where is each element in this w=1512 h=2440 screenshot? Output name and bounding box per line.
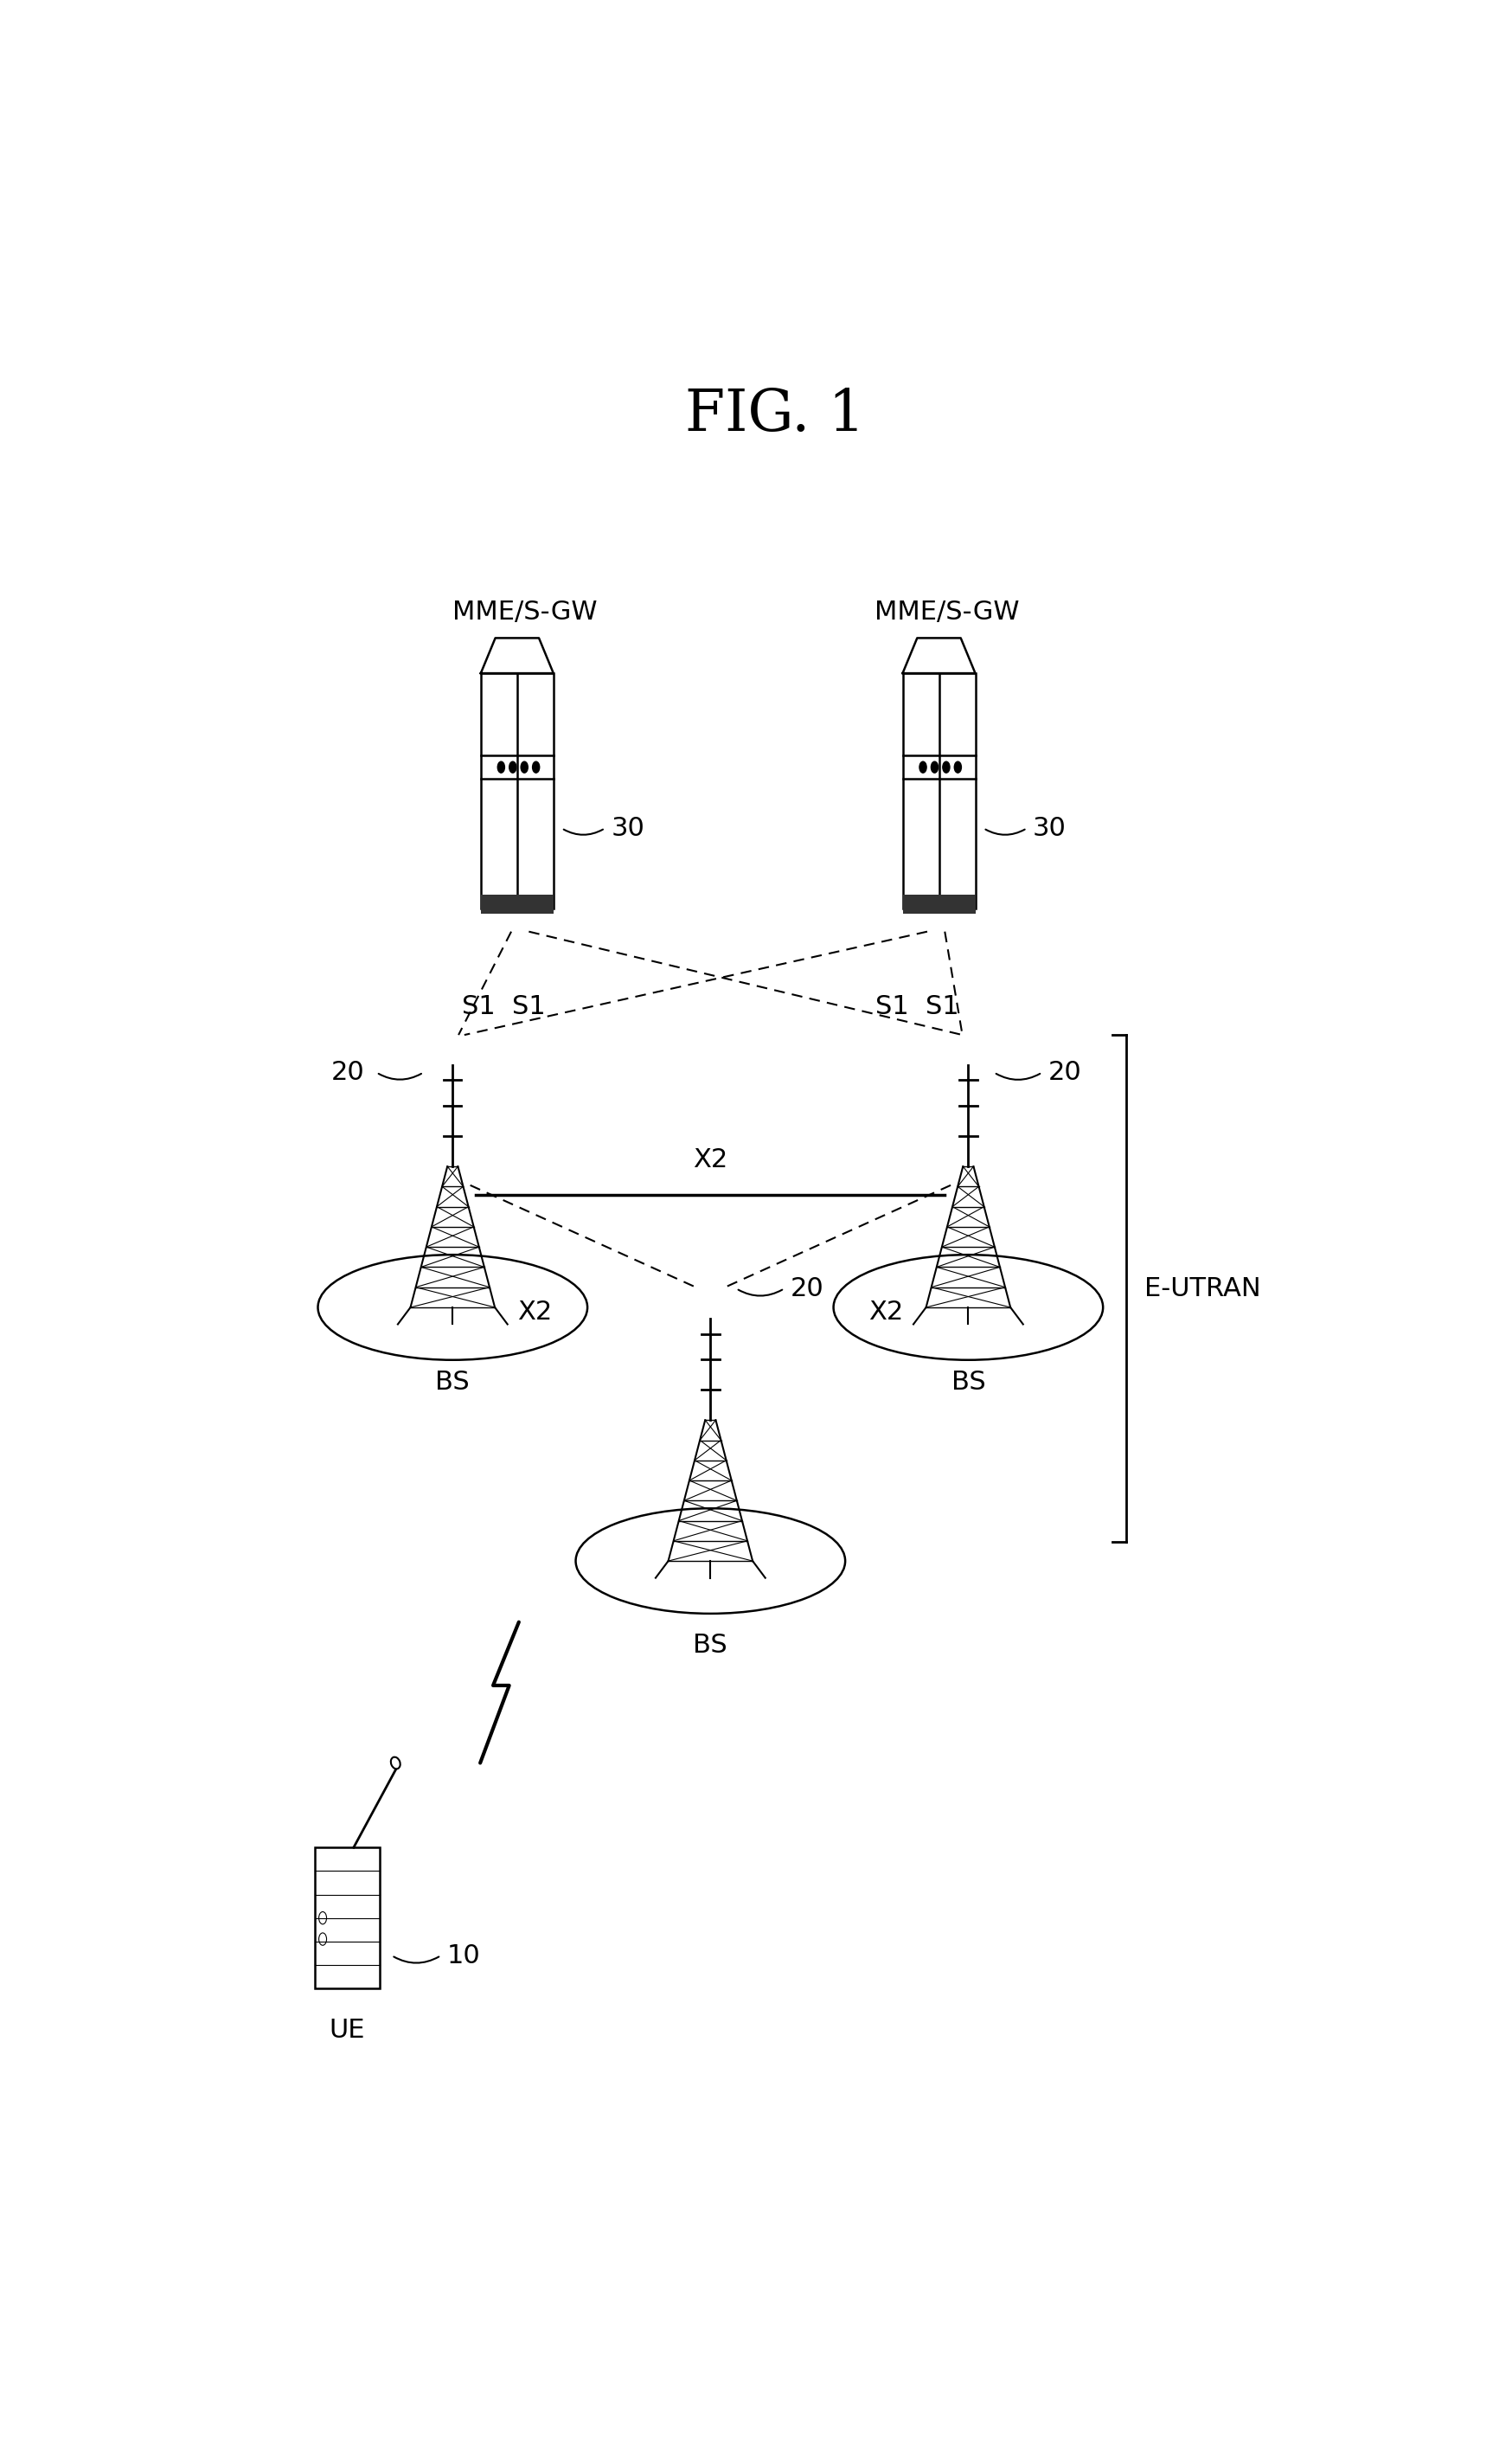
Polygon shape	[481, 637, 553, 673]
Text: S1: S1	[461, 993, 496, 1020]
Ellipse shape	[390, 1757, 401, 1769]
Circle shape	[942, 761, 950, 773]
Circle shape	[954, 761, 962, 773]
Text: E-UTRAN: E-UTRAN	[1145, 1276, 1261, 1301]
Text: X2: X2	[517, 1301, 552, 1325]
Text: X2: X2	[869, 1301, 904, 1325]
Bar	[314, 1847, 380, 1989]
Bar	[481, 895, 553, 913]
Text: 20: 20	[1048, 1059, 1081, 1086]
Bar	[903, 895, 975, 913]
Text: S1: S1	[925, 993, 959, 1020]
Circle shape	[919, 761, 927, 773]
Bar	[481, 673, 553, 908]
Ellipse shape	[576, 1508, 845, 1613]
Polygon shape	[903, 637, 975, 673]
Text: BS: BS	[951, 1369, 986, 1396]
Text: BS: BS	[694, 1632, 727, 1659]
Text: 30: 30	[611, 815, 644, 842]
Text: 20: 20	[791, 1276, 824, 1301]
Circle shape	[510, 761, 516, 773]
Text: MME/S-GW: MME/S-GW	[874, 600, 1019, 625]
Circle shape	[532, 761, 540, 773]
Bar	[903, 673, 975, 908]
Text: FIG. 1: FIG. 1	[685, 386, 865, 444]
Ellipse shape	[318, 1254, 587, 1359]
Text: S1: S1	[875, 993, 909, 1020]
Ellipse shape	[833, 1254, 1104, 1359]
Text: S1: S1	[513, 993, 546, 1020]
Text: 30: 30	[1033, 815, 1066, 842]
Text: X2: X2	[692, 1147, 727, 1171]
Text: BS: BS	[435, 1369, 470, 1396]
Circle shape	[520, 761, 528, 773]
Text: 20: 20	[331, 1059, 364, 1086]
Text: 10: 10	[448, 1942, 481, 1969]
Text: MME/S-GW: MME/S-GW	[452, 600, 597, 625]
Text: UE: UE	[330, 2018, 364, 2042]
Circle shape	[497, 761, 505, 773]
Circle shape	[931, 761, 937, 773]
